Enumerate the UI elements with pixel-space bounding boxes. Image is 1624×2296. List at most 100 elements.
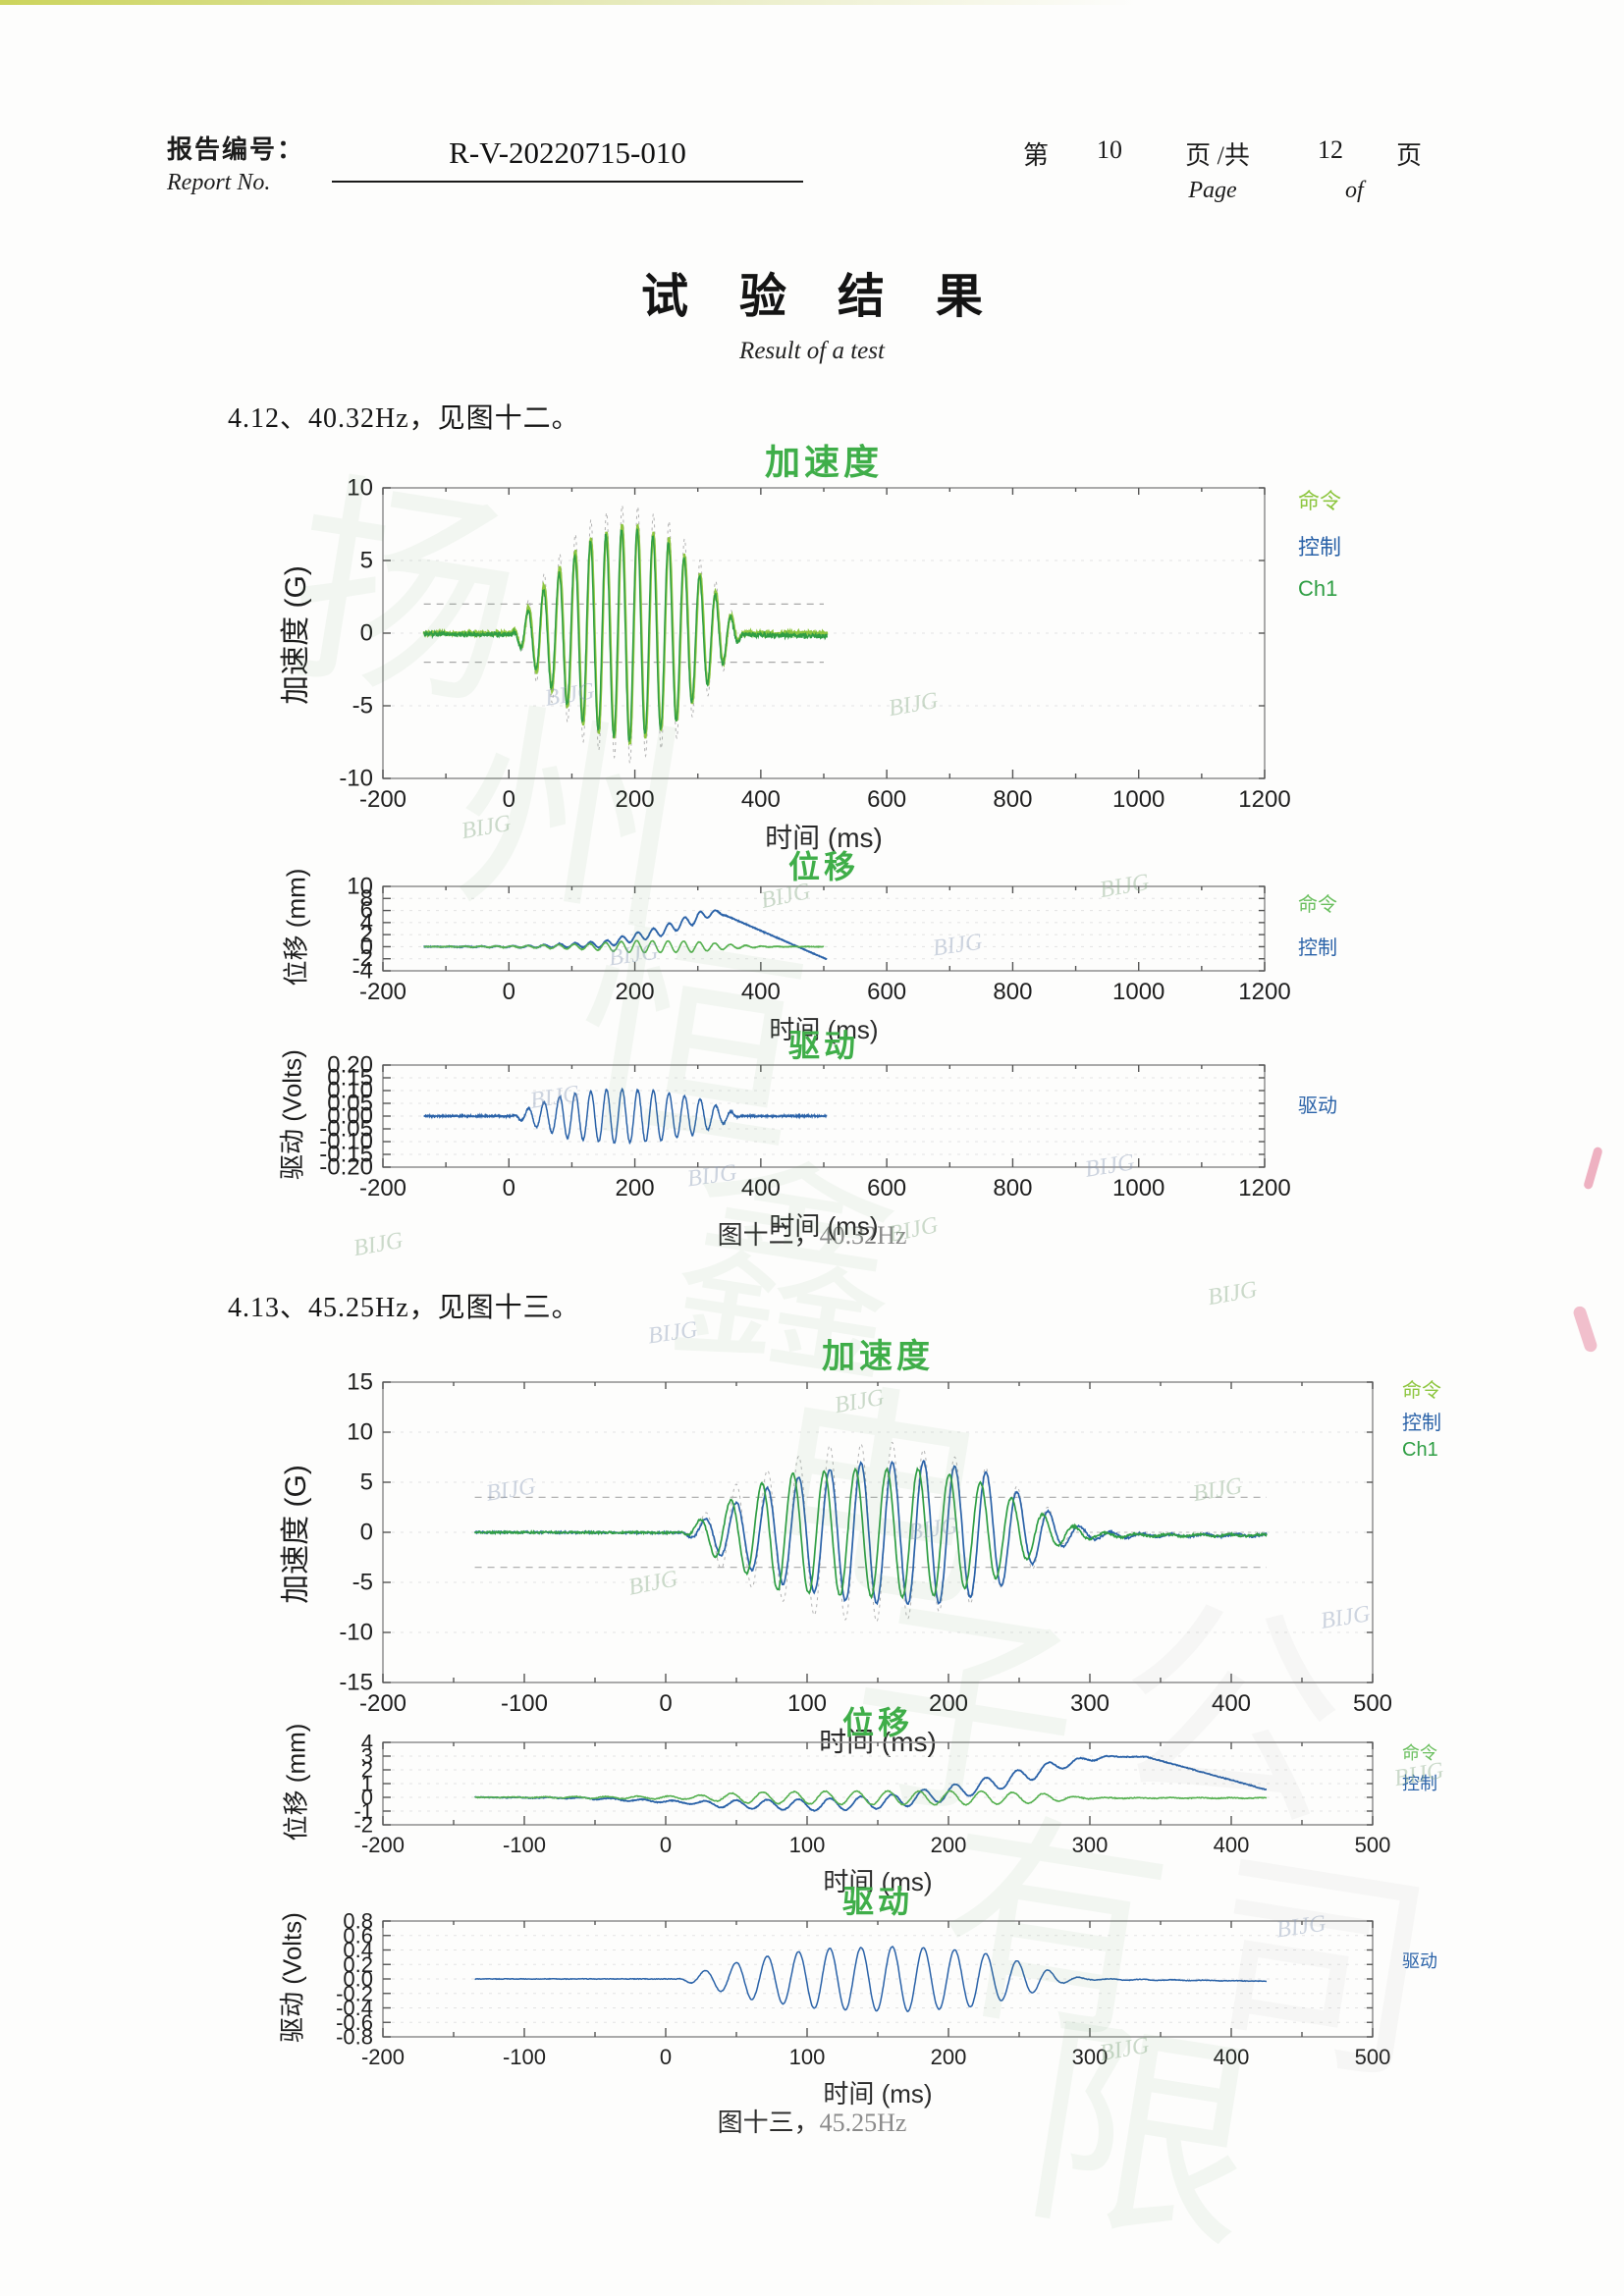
- fig13-displacement-ticks: [382, 1741, 1374, 1826]
- fig12-drive-gridlines: [383, 1077, 1265, 1155]
- caption-fig12-label: 图十二，: [717, 1221, 820, 1250]
- svg-text:-100: -100: [501, 1690, 548, 1717]
- caption-fig12-freq: 40.32Hz: [819, 1221, 907, 1250]
- svg-text:-4: -4: [352, 958, 373, 985]
- fig13-drive-xtick-labels: -200 -100 0 100 200 300 400 500: [361, 2045, 1390, 2069]
- svg-text:-0.20: -0.20: [319, 1154, 373, 1181]
- svg-text:200: 200: [616, 786, 655, 813]
- svg-text:10: 10: [347, 475, 373, 502]
- fig13-acceleration-legend-命令: 命令: [1402, 1380, 1441, 1402]
- fig13-drive-ylabel: 驱动 (Volts): [277, 1912, 307, 2043]
- page-en: Page: [1188, 178, 1237, 203]
- fig12-acceleration-legend-控制: 控制: [1298, 535, 1342, 560]
- page-number-block: 第 10 页 /共 12 页 Page of: [1011, 135, 1443, 204]
- page-subtitle: Result of a test: [739, 338, 885, 364]
- fig12-displacement-title: 位移: [787, 849, 859, 884]
- svg-text:1000: 1000: [1112, 1175, 1164, 1201]
- svg-text:0: 0: [660, 2045, 672, 2069]
- fig13-acceleration-ticks: [382, 1381, 1374, 1683]
- svg-text:200: 200: [931, 2045, 967, 2069]
- fig12-displacement-xlabel: 时间 (ms): [769, 1015, 878, 1044]
- fig13-displacement-series: [474, 1754, 1268, 1812]
- page-suffix: 页: [1395, 141, 1422, 170]
- report-header: 报告编号： Report No. R-V-20220715-010: [167, 130, 804, 196]
- svg-text:-100: -100: [503, 1833, 546, 1857]
- fig12-displacement-legend-控制: 控制: [1298, 937, 1337, 959]
- svg-text:100: 100: [789, 2045, 826, 2069]
- svg-text:-0.6: -0.6: [336, 2010, 373, 2035]
- svg-text:-200: -200: [361, 1833, 405, 1857]
- fig12-drive-series-drive: [423, 1087, 828, 1146]
- fig13-displacement-gridlines: [383, 1755, 1373, 1812]
- report-no-label-en: Report No.: [167, 170, 271, 195]
- report-no-label: 报告编号： Report No.: [167, 130, 304, 196]
- svg-text:300: 300: [1072, 2045, 1109, 2069]
- svg-text:0.00: 0.00: [327, 1103, 373, 1130]
- fig13-drive-legend-驱动: 驱动: [1402, 1951, 1437, 1971]
- fig13-acceleration-xtick-labels: -200 -100 0 100 200 300 400 500: [359, 1690, 1392, 1717]
- svg-text:-5: -5: [352, 1570, 373, 1596]
- svg-text:600: 600: [867, 786, 906, 813]
- page-title: 试验结果: [640, 269, 1034, 324]
- fig12-acceleration-legend-Ch1: Ch1: [1298, 576, 1338, 601]
- fig13-acceleration-legend-Ch1: Ch1: [1402, 1439, 1438, 1461]
- fig13-displacement-legend-命令: 命令: [1402, 1743, 1437, 1763]
- svg-text:-200: -200: [359, 786, 406, 813]
- svg-text:-10: -10: [339, 766, 373, 792]
- fig12-acceleration-xtick-labels: -200 0 200 400 600 800 1000 1200: [359, 786, 1291, 813]
- fig13-acceleration-ytick-labels: 15 10 5 0 -5 -10 -15: [339, 1369, 373, 1696]
- svg-text:200: 200: [931, 1833, 967, 1857]
- fig12-drive-legend-驱动: 驱动: [1298, 1095, 1337, 1117]
- svg-text:-100: -100: [503, 2045, 546, 2069]
- page-middle: 页 /共: [1185, 141, 1250, 170]
- svg-text:400: 400: [1214, 1833, 1250, 1857]
- fig12-displacement-series-command: [423, 939, 825, 954]
- fig13-drive-series: [474, 1945, 1268, 2012]
- fig13-drive-xlabel: 时间 (ms): [823, 2079, 932, 2109]
- fig12-displacement-xtick-labels: -200 0 200 400 600 800 1000 1200: [359, 979, 1291, 1005]
- svg-text:800: 800: [993, 1175, 1032, 1201]
- fig12-acceleration-ytick-labels: 10 5 0 -5 -10: [339, 475, 373, 792]
- svg-text:0.8: 0.8: [343, 1909, 373, 1934]
- svg-text:2: 2: [360, 922, 373, 948]
- fig12-displacement-series-control: [423, 909, 828, 961]
- svg-text:-200: -200: [359, 979, 406, 1005]
- fig13-drive-series-drive: [474, 1945, 1268, 2012]
- svg-text:10: 10: [347, 874, 373, 900]
- fig13-acceleration-series-ch1: [473, 1467, 1268, 1600]
- watermark-small-mark: BIJG: [1206, 1276, 1260, 1311]
- fig13-displacement-legend-控制: 控制: [1402, 1774, 1437, 1793]
- pink-scan-mark: [1571, 1305, 1599, 1354]
- fig12-displacement-ticks: [382, 885, 1266, 972]
- svg-text:1200: 1200: [1238, 1175, 1290, 1201]
- scan-edge-artifact: [0, 0, 1624, 5]
- svg-text:400: 400: [1214, 2045, 1250, 2069]
- svg-text:800: 800: [993, 786, 1032, 813]
- report-no-label-zh: 报告编号：: [167, 135, 305, 164]
- svg-text:-1: -1: [353, 1799, 373, 1824]
- svg-text:-200: -200: [361, 2045, 405, 2069]
- svg-text:-0.10: -0.10: [319, 1129, 373, 1155]
- svg-text:0.2: 0.2: [343, 1952, 373, 1977]
- svg-text:2: 2: [361, 1758, 373, 1783]
- fig13-drive-ytick-labels: 0.80.60.40.20.0-0.2-0.4-0.6-0.8: [336, 1909, 373, 2050]
- svg-text:-200: -200: [359, 1175, 406, 1201]
- svg-text:400: 400: [741, 786, 781, 813]
- svg-text:0.10: 0.10: [327, 1078, 373, 1104]
- page-number-row-en: Page of: [1011, 178, 1443, 204]
- svg-text:4: 4: [361, 1731, 373, 1755]
- svg-text:0: 0: [361, 1786, 373, 1810]
- fig12-drive-xlabel: 时间 (ms): [769, 1211, 878, 1241]
- svg-text:0: 0: [503, 1175, 515, 1201]
- svg-text:3: 3: [361, 1744, 373, 1769]
- fig13-displacement-series-command: [474, 1789, 1268, 1806]
- svg-text:0: 0: [503, 786, 515, 813]
- fig13-drive-gridlines: [383, 1935, 1373, 2023]
- fig13-drive-ticks: [382, 1920, 1374, 2038]
- svg-text:0: 0: [360, 620, 373, 647]
- svg-text:400: 400: [741, 1175, 781, 1201]
